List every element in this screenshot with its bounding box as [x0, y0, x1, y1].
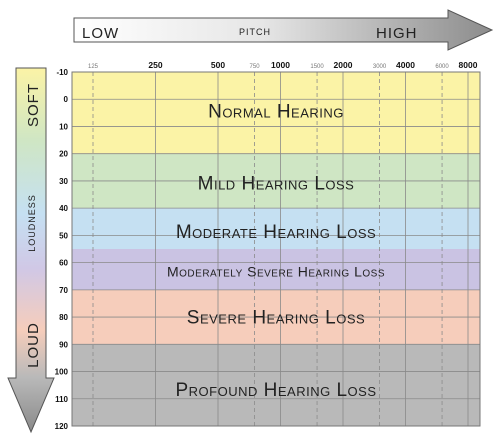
band-label: Profound Hearing Loss	[175, 380, 376, 401]
loudness-tick-label: 0	[64, 95, 69, 104]
band-label: Moderate Hearing Loss	[176, 222, 376, 243]
loudness-tick-label: 100	[55, 368, 69, 377]
loudness-tick-label: 120	[55, 422, 69, 431]
band-label: Severe Hearing Loss	[187, 308, 365, 329]
pitch-tick-label: 1500	[310, 64, 324, 70]
plot-border	[71, 71, 481, 427]
loudness-loud-label: LOUD	[25, 322, 42, 368]
pitch-tick-label: 125	[88, 64, 99, 70]
pitch-tick-label: 500	[211, 60, 225, 70]
loudness-tick-label: 90	[59, 340, 68, 349]
pitch-tick-label: 250	[148, 60, 162, 70]
loudness-tick-label: 110	[55, 395, 68, 404]
band-3	[72, 249, 480, 290]
band-label: Normal Hearing	[208, 101, 344, 122]
pitch-high-label: HIGH	[376, 25, 418, 42]
loudness-tick-label: 40	[59, 204, 68, 213]
pitch-tick-label: 2000	[334, 60, 353, 70]
loudness-tick-label: -10	[56, 68, 68, 77]
band-label: Moderately Severe Hearing Loss	[167, 263, 385, 279]
pitch-tick-label: 750	[250, 64, 261, 70]
pitch-tick-label: 1000	[271, 60, 290, 70]
loudness-tick-label: 70	[59, 286, 68, 295]
hearing-bands	[72, 72, 480, 426]
loudness-center-label: LOUDNESS	[27, 194, 37, 252]
loudness-soft-label: SOFT	[25, 83, 42, 127]
loudness-tick-label: 80	[59, 313, 68, 322]
loudness-tick-label: 60	[59, 259, 68, 268]
pitch-tick-label: 8000	[459, 60, 478, 70]
chart-grid	[71, 71, 481, 427]
loudness-tick-labels: -10 0 10 20 30 40 50 60 70 80 90 100 110 120	[55, 68, 69, 431]
band-5	[72, 344, 480, 426]
loudness-arrow-shape	[7, 67, 55, 434]
pitch-arrow-shape	[73, 9, 494, 51]
pitch-low-label: LOW	[82, 25, 119, 42]
loudness-tick-label: 30	[59, 177, 68, 186]
pitch-tick-label: 6000	[435, 64, 449, 70]
loudness-tick-label: 10	[59, 122, 68, 131]
loudness-arrow: SOFT LOUDNESS LOUD	[7, 67, 55, 434]
pitch-tick-label: 4000	[396, 60, 415, 70]
loudness-tick-label: 20	[59, 150, 68, 159]
loudness-tick-label: 50	[59, 231, 68, 240]
band-2	[72, 208, 480, 249]
pitch-tick-label: 3000	[373, 64, 387, 70]
pitch-center-label: PITCH	[239, 27, 271, 37]
band-0	[72, 72, 480, 154]
pitch-tick-labels: 125 250 500 750 1000 1500 2000 3000 4000 6000 8000	[88, 60, 478, 70]
band-label: Mild Hearing Loss	[198, 174, 355, 195]
band-labels: Normal Hearing Mild Hearing Loss Moderate …	[167, 101, 385, 400]
pitch-arrow: LOW PITCH HIGH	[73, 9, 494, 51]
